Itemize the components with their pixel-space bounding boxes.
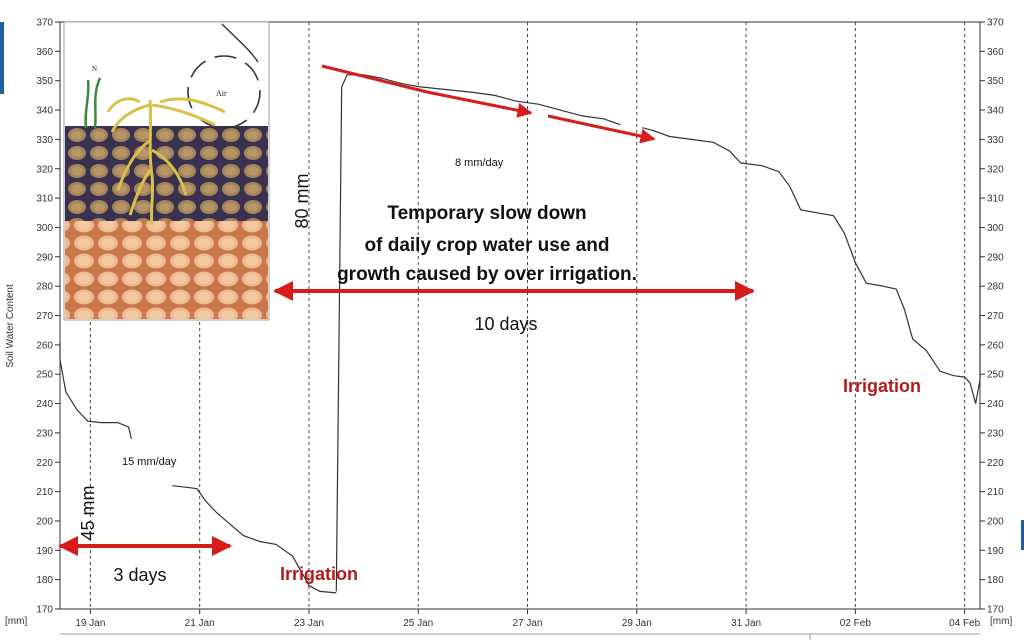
y-tick-label-right: 240 — [987, 399, 1004, 410]
y-tick-label-left: 370 — [36, 18, 53, 29]
y-tick-label-left: 350 — [36, 76, 53, 87]
y-tick-label-right: 190 — [987, 546, 1004, 557]
y-tick-label-left: 200 — [36, 516, 53, 527]
irrigation-label-1: Irrigation — [280, 564, 358, 584]
y-tick-label-left: 240 — [36, 399, 53, 410]
x-tick-label: 23 Jan — [294, 618, 324, 629]
y-tick-label-right: 210 — [987, 487, 1004, 498]
rate-arrow-3 — [547, 114, 656, 144]
air-label: Air — [216, 89, 227, 98]
x-tick-label: 25 Jan — [403, 618, 433, 629]
y-tick-label-right: 300 — [987, 223, 1004, 234]
slowdown-text-line3: growth caused by over irrigation. — [337, 264, 637, 285]
y-tick-label-right: 220 — [987, 458, 1004, 469]
y-tick-label-right: 180 — [987, 575, 1004, 586]
x-axis: 19 Jan 21 Jan 23 Jan 25 Jan 27 Jan 29 Jan 31 J… — [75, 609, 981, 629]
y-tick-label-right: 330 — [987, 135, 1004, 146]
y-tick-label-left: 250 — [36, 370, 53, 381]
y-tick-label-right: 290 — [987, 252, 1004, 263]
y-tick-label-right: 280 — [987, 282, 1004, 293]
y-tick-label-left: 320 — [36, 164, 53, 175]
y-tick-label-right: 350 — [987, 76, 1004, 87]
y-tick-label-left: 310 — [36, 194, 53, 205]
nitrogen-label: N — [92, 65, 97, 73]
annotations: Temporary slow down of daily crop water … — [58, 64, 921, 585]
series-line-segment — [642, 83, 981, 404]
y-tick-label-right: 200 — [987, 516, 1004, 527]
y-tick-label-right: 360 — [987, 47, 1004, 58]
x-tick-label: 02 Feb — [840, 618, 872, 629]
y-tick-label-left: 340 — [36, 106, 53, 117]
y-unit-label-left: [mm] — [5, 616, 27, 627]
y-tick-label-left: 170 — [36, 605, 53, 616]
x-tick-label: 29 Jan — [622, 618, 652, 629]
y-tick-label-left: 260 — [36, 340, 53, 351]
series-line-segment — [59, 341, 132, 439]
y-axis-right: 170 180 190 200 210 220 230 240 250 260 270 280 290 3… — [980, 18, 1004, 616]
eighty-mm-label: 80 mm — [292, 173, 312, 228]
y-tick-label-left: 290 — [36, 252, 53, 263]
y-tick-label-left: 190 — [36, 546, 53, 557]
rate-15-label: 15 mm/day — [122, 456, 177, 468]
y-tick-label-left: 270 — [36, 311, 53, 322]
x-tick-label: 21 Jan — [185, 618, 215, 629]
y-tick-label-left: 220 — [36, 458, 53, 469]
y-tick-label-left: 280 — [36, 282, 53, 293]
y-tick-label-right: 230 — [987, 428, 1004, 439]
x-tick-label: 27 Jan — [513, 618, 543, 629]
soil-profile-illustration: Air N — [63, 21, 270, 321]
y-tick-label-right: 370 — [987, 18, 1004, 29]
slowdown-text-line1: Temporary slow down — [387, 203, 586, 224]
y-tick-label-right: 260 — [987, 340, 1004, 351]
left-edge-tab — [0, 22, 4, 94]
three-days-label: 3 days — [113, 565, 166, 585]
irrigation-label-2: Irrigation — [843, 376, 921, 396]
y-tick-label-left: 300 — [36, 223, 53, 234]
y-tick-label-right: 320 — [987, 164, 1004, 175]
forty-five-mm-label: 45 mm — [78, 485, 98, 540]
right-edge-tab — [1021, 520, 1024, 550]
ten-days-label: 10 days — [474, 314, 537, 334]
x-tick-label: 04 Feb — [949, 618, 981, 629]
y-tick-label-left: 330 — [36, 135, 53, 146]
x-tick-label: 31 Jan — [731, 618, 761, 629]
y-tick-label-right: 170 — [987, 605, 1004, 616]
y-axis-title: Soil Water Content — [5, 284, 16, 368]
rate-arrow-1 — [321, 64, 428, 94]
rate-arrow-2 — [426, 90, 533, 118]
y-tick-label-left: 210 — [36, 487, 53, 498]
y-tick-label-right: 340 — [987, 106, 1004, 117]
y-axis-left: 170 180 190 200 210 220 230 240 250 260 270 280 290 3… — [36, 18, 60, 616]
x-tick-label: 19 Jan — [75, 618, 105, 629]
y-tick-label-right: 310 — [987, 194, 1004, 205]
y-tick-label-left: 180 — [36, 575, 53, 586]
y-tick-label-left: 360 — [36, 47, 53, 58]
y-unit-label-right: [mm] — [990, 616, 1012, 627]
slowdown-text-line2: of daily crop water use and — [365, 235, 610, 256]
rate-8-label: 8 mm/day — [455, 157, 504, 169]
y-tick-label-right: 250 — [987, 370, 1004, 381]
y-tick-label-right: 270 — [987, 311, 1004, 322]
series-line-segment — [172, 485, 337, 594]
y-tick-label-left: 230 — [36, 428, 53, 439]
